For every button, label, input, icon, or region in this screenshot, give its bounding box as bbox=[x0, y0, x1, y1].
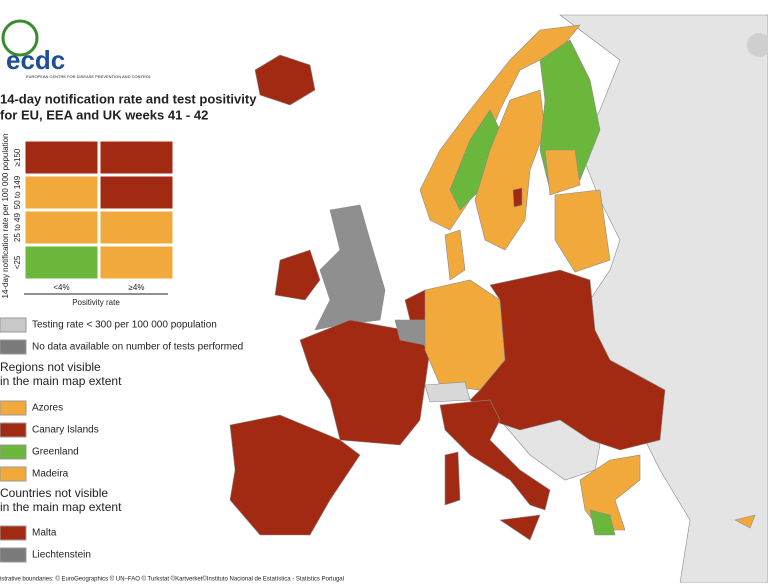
country bbox=[299, 319, 431, 446]
matrix-x-label: ≥4% bbox=[129, 283, 145, 292]
matrix-row-label: 50 to 149 bbox=[13, 175, 22, 209]
title: 14-day notification rate and test positi… bbox=[0, 91, 257, 106]
country bbox=[229, 414, 361, 536]
region bbox=[589, 509, 616, 536]
matrix-y-axis-label: 14-day notification rate per 100 000 pop… bbox=[1, 133, 10, 298]
legend-section-title: Countries not visible bbox=[0, 486, 108, 500]
legend-swatch bbox=[0, 422, 27, 438]
logo-subtext: EUROPEAN CENTRE FOR DISEASE PREVENTION A… bbox=[26, 74, 152, 79]
legend-label: Madeira bbox=[32, 469, 69, 480]
legend-label: Azores bbox=[32, 403, 63, 414]
country bbox=[439, 399, 551, 511]
legend-swatch bbox=[0, 466, 27, 482]
legend-swatch bbox=[0, 400, 27, 416]
legend-swatch bbox=[0, 547, 27, 563]
legend-swatch bbox=[0, 525, 27, 541]
island bbox=[499, 514, 541, 541]
legend-swatch bbox=[0, 317, 27, 333]
country bbox=[314, 204, 386, 331]
matrix-row-label: <25 bbox=[13, 255, 22, 269]
legend-label: Canary Islands bbox=[32, 425, 99, 436]
logo-globe bbox=[1, 19, 39, 57]
legend-label: Liechtenstein bbox=[32, 550, 91, 561]
matrix-cell bbox=[99, 175, 174, 210]
legend-label: Greenland bbox=[32, 447, 79, 458]
country bbox=[274, 249, 321, 301]
matrix-row-label: ≥150 bbox=[13, 148, 22, 166]
title: for EU, EEA and UK weeks 41 - 42 bbox=[0, 107, 208, 122]
matrix-cell bbox=[24, 245, 99, 280]
region bbox=[512, 187, 523, 208]
close-button[interactable] bbox=[747, 33, 768, 57]
matrix-cell bbox=[24, 175, 99, 210]
matrix-cell bbox=[99, 245, 174, 280]
country bbox=[469, 269, 666, 451]
legend-section-title: in the main map extent bbox=[0, 374, 122, 388]
matrix-row-label: 25 to 49 bbox=[13, 212, 22, 241]
island bbox=[444, 451, 461, 506]
country bbox=[474, 89, 546, 251]
country bbox=[424, 279, 506, 391]
country bbox=[444, 229, 466, 281]
legend-section-title: in the main map extent bbox=[0, 500, 122, 514]
country bbox=[424, 381, 471, 403]
footer: istrative boundaries: © EuroGeographics … bbox=[0, 576, 344, 583]
matrix-x-axis-label: Positivity rate bbox=[72, 298, 120, 307]
legend-label: Testing rate < 300 per 100 000 populatio… bbox=[32, 320, 217, 331]
region bbox=[544, 149, 581, 196]
logo: ecdc EUROPEAN CENTRE FOR DISEASE PREVENT… bbox=[1, 19, 152, 79]
matrix-cell bbox=[24, 140, 99, 175]
map bbox=[229, 14, 768, 584]
matrix-cell bbox=[99, 140, 174, 175]
legend-label: No data available on number of tests per… bbox=[32, 342, 243, 353]
logo-text: ecdc bbox=[6, 45, 65, 75]
legend-swatch bbox=[0, 444, 27, 460]
matrix-cell bbox=[99, 210, 174, 245]
matrix-x-label: <4% bbox=[53, 283, 69, 292]
island bbox=[734, 514, 756, 529]
legend-section-title: Regions not visible bbox=[0, 360, 101, 374]
country bbox=[254, 54, 316, 106]
country bbox=[554, 189, 611, 273]
legend-label: Malta bbox=[32, 528, 57, 539]
legend: Regions not visible in the main map exte… bbox=[0, 360, 122, 514]
legend-swatch bbox=[0, 339, 27, 355]
matrix-cell bbox=[24, 210, 99, 245]
